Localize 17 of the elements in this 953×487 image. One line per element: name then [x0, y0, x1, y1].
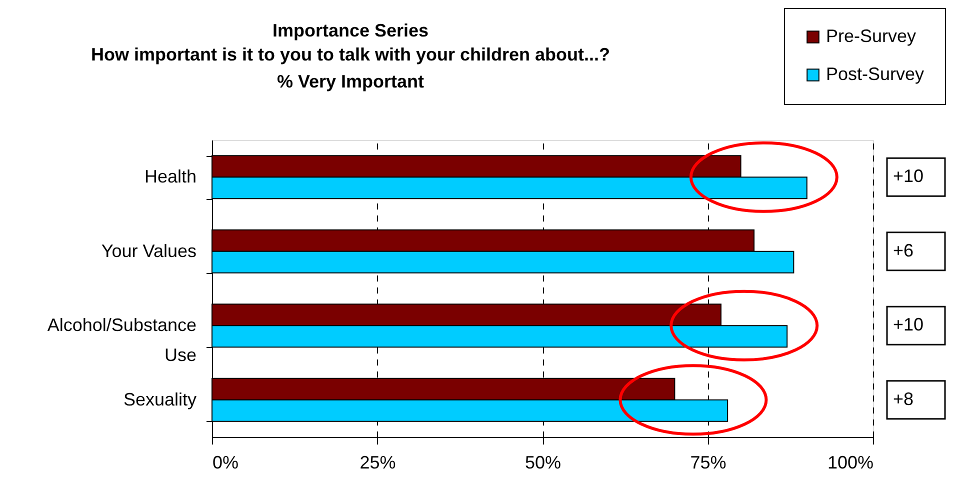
text: +6: [893, 240, 914, 260]
x-tick-label: 0%: [212, 452, 239, 472]
legend-label: Pre-Survey: [826, 26, 916, 46]
legend-label: Post-Survey: [826, 64, 924, 84]
x-tick-label: 75%: [690, 452, 726, 472]
text: +10: [893, 166, 924, 186]
chart-subtitle: How important is it to you to talk with your children about...? % Very Important: [90, 44, 610, 92]
x-tick-label: 100%: [827, 452, 874, 472]
text: +8: [893, 388, 914, 409]
y-tick-label: Sexuality: [123, 389, 196, 410]
y-tick-label: Your Values: [101, 240, 196, 261]
x-tick-label: 50%: [524, 452, 562, 472]
y-tick-label: Alcohol/Substance Use: [47, 315, 196, 366]
chart-title: Importance Series: [272, 20, 429, 40]
y-tick-label: Health: [144, 166, 196, 187]
x-tick-label: 25%: [360, 452, 396, 472]
text: +10: [893, 314, 924, 335]
